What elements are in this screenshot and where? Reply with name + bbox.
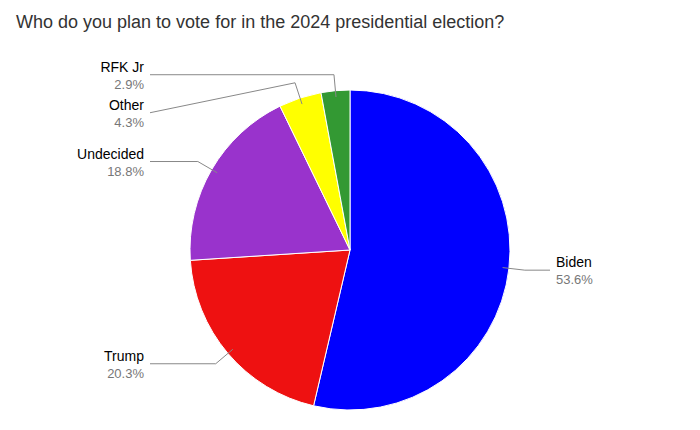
leader-line — [150, 83, 302, 113]
data-label: 2.9% — [114, 77, 144, 92]
leader-line — [503, 268, 550, 271]
data-label: 20.3% — [107, 366, 144, 381]
slice-label: Biden — [556, 254, 592, 270]
slice-label: Other — [109, 97, 144, 113]
labels: Biden 53.6% Trump 20.3% Undecided 18.8% Other 4… — [77, 59, 593, 381]
slices — [190, 90, 510, 410]
leader-line — [150, 349, 233, 363]
chart-svg: Who do you plan to vote for in the 2024 … — [0, 0, 700, 430]
slice-label: Undecided — [77, 146, 144, 162]
leader-line — [150, 162, 217, 173]
data-label: 18.8% — [107, 164, 144, 179]
slice — [321, 90, 350, 250]
slice-label: Trump — [104, 348, 144, 364]
leader-line — [150, 75, 336, 97]
slice-label: RFK Jr — [100, 59, 144, 75]
title: Who do you plan to vote for in the 2024 … — [16, 12, 504, 32]
data-label: 53.6% — [556, 272, 593, 287]
slice — [190, 250, 350, 406]
data-label: 4.3% — [114, 115, 144, 130]
chart-container: Who do you plan to vote for in the 2024 … — [0, 0, 700, 430]
